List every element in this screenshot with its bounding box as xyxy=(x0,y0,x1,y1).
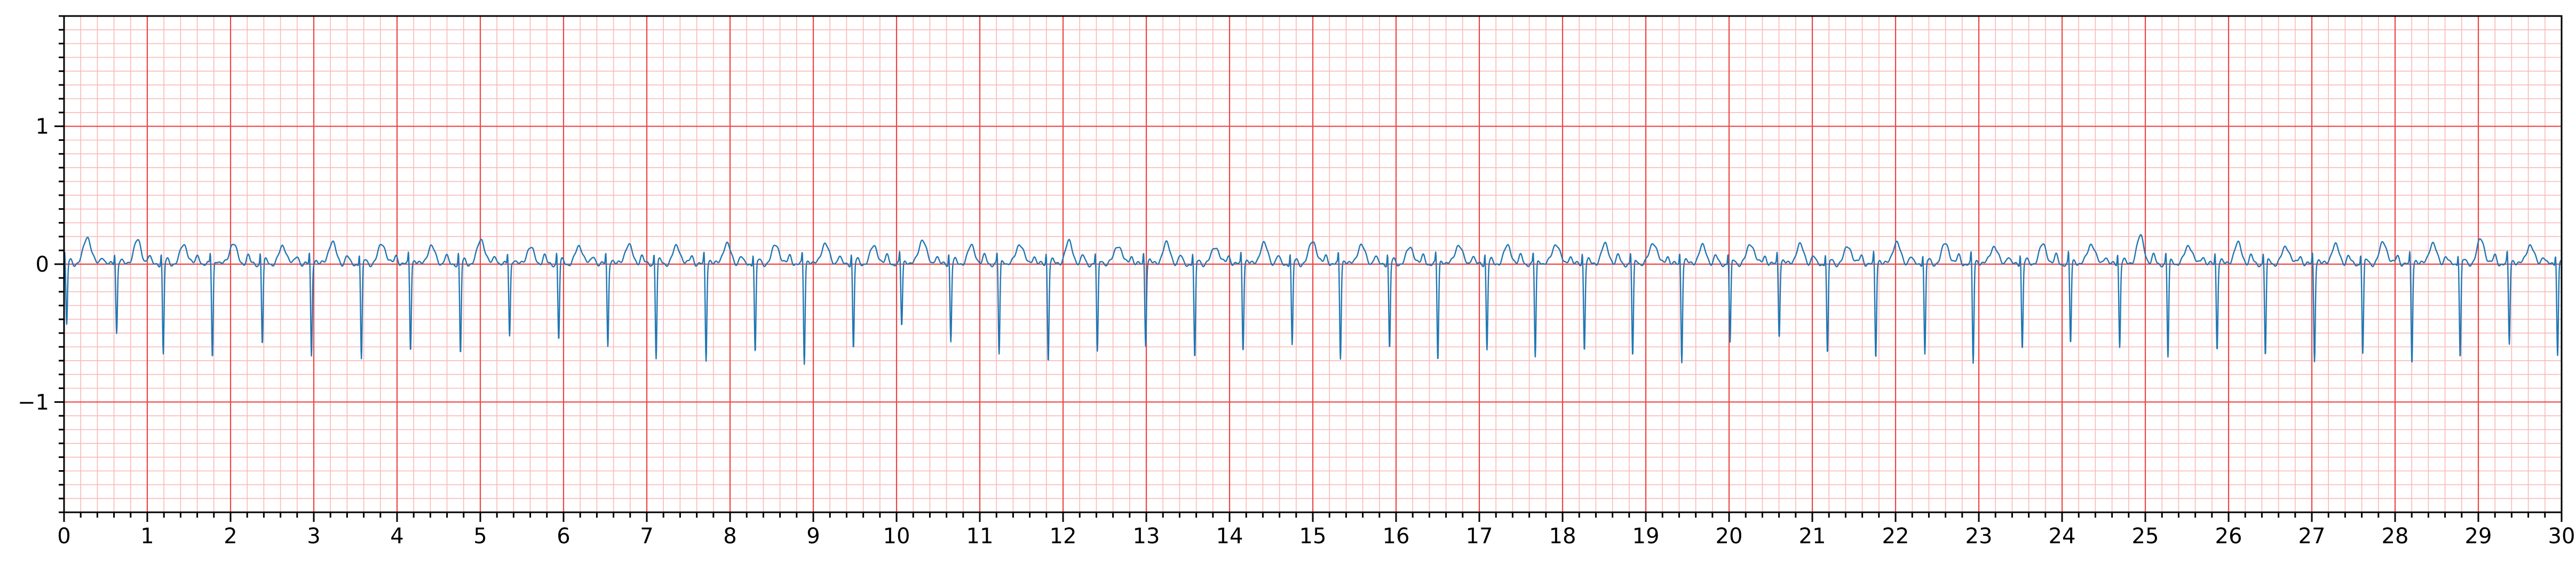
x-tick-label: 8 xyxy=(723,524,736,549)
x-tick-label: 30 xyxy=(2548,524,2575,549)
x-tick-label: 24 xyxy=(2049,524,2076,549)
x-tick-label: 21 xyxy=(1799,524,1826,549)
x-tick-label: 10 xyxy=(883,524,910,549)
x-tick-label: 7 xyxy=(640,524,653,549)
ecg-trace-layer xyxy=(63,234,2562,365)
y-axis-ticks: −1 0 1 xyxy=(18,15,64,513)
x-tick-label: 3 xyxy=(307,524,320,549)
x-tick-label: 25 xyxy=(2132,524,2159,549)
x-tick-label: 4 xyxy=(390,524,403,549)
x-tick-label: 15 xyxy=(1299,524,1327,549)
x-tick-label: 20 xyxy=(1716,524,1743,549)
y-tick-label: −1 xyxy=(18,390,49,415)
x-tick-label: 26 xyxy=(2215,524,2242,549)
x-tick-label: 0 xyxy=(57,524,70,549)
x-tick-label: 9 xyxy=(806,524,820,549)
x-tick-label: 5 xyxy=(473,524,487,549)
x-tick-label: 19 xyxy=(1632,524,1660,549)
x-tick-label: 12 xyxy=(1050,524,1077,549)
x-tick-label: 13 xyxy=(1133,524,1160,549)
x-tick-label: 2 xyxy=(224,524,237,549)
x-tick-label: 27 xyxy=(2298,524,2326,549)
x-tick-label: 16 xyxy=(1383,524,1410,549)
x-tick-label: 22 xyxy=(1882,524,1909,549)
x-tick-label: 11 xyxy=(966,524,994,549)
x-axis-ticks: 0 1 2 3 4 5 6 7 8 9 10 11 12 13 14 15 16 17 18 19 20 21 22 23 24… xyxy=(57,512,2575,549)
y-tick-label: 1 xyxy=(36,115,49,139)
x-tick-label: 6 xyxy=(557,524,570,549)
ecg-trace-line xyxy=(63,234,2562,365)
x-tick-label: 28 xyxy=(2382,524,2409,549)
x-tick-label: 23 xyxy=(1965,524,1993,549)
x-tick-label: 29 xyxy=(2465,524,2492,549)
x-tick-label: 14 xyxy=(1216,524,1243,549)
x-tick-label: 18 xyxy=(1549,524,1576,549)
x-tick-label: 17 xyxy=(1466,524,1493,549)
y-tick-label: 0 xyxy=(36,252,49,277)
x-tick-label: 1 xyxy=(140,524,154,549)
